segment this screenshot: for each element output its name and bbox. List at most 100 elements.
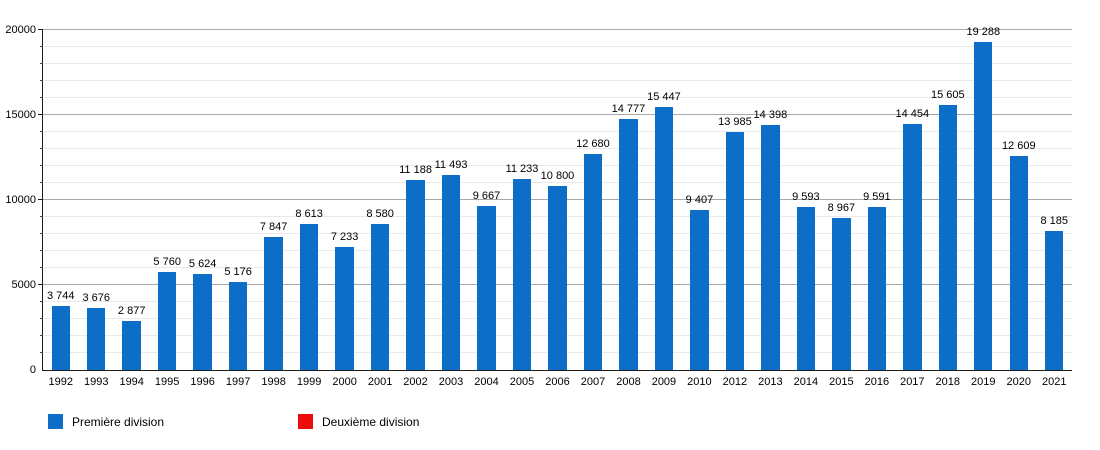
y-axis-tick — [40, 352, 43, 353]
bar-slot: 14 777 2008 — [611, 30, 646, 388]
x-tick-label: 2009 — [651, 376, 677, 388]
y-tick-label: 0 — [29, 364, 36, 376]
bar-value-label: 8 613 — [295, 207, 323, 220]
bar-slot: 19 288 2019 — [966, 26, 1001, 388]
x-tick-label: 2018 — [935, 376, 961, 388]
x-tick-label: 2013 — [758, 376, 783, 388]
bar-value-label: 9 593 — [792, 190, 820, 203]
y-axis-tick — [40, 216, 43, 217]
bar-slot: 5 760 1995 — [149, 30, 184, 388]
bar-1997 — [228, 282, 248, 370]
bar-value-label: 9 407 — [685, 194, 714, 207]
bar-1996 — [193, 274, 212, 370]
bar-value-label: 19 288 — [966, 26, 1001, 39]
x-tick-label: 1999 — [296, 376, 322, 388]
y-axis-tick — [38, 29, 43, 30]
y-axis-tick — [40, 233, 43, 234]
x-tick-label: 2010 — [687, 376, 712, 388]
bar-value-label: 15 605 — [930, 88, 965, 101]
bar-slot: 5 624 1996 — [185, 30, 220, 388]
x-tick-label: 1996 — [190, 376, 215, 388]
x-tick-label: 2015 — [829, 376, 854, 388]
bar-2001 — [370, 224, 390, 370]
bar-slot: 12 680 2007 — [575, 30, 610, 388]
legend-label-premiere-division: Première division — [72, 414, 165, 429]
bar-value-label: 3 676 — [82, 291, 110, 304]
x-tick-label: 2001 — [367, 376, 393, 388]
x-tick-label: 2007 — [580, 376, 606, 388]
bar-value-label: 11 188 — [399, 163, 432, 176]
y-axis-tick — [40, 267, 43, 268]
y-axis-tick — [40, 46, 43, 47]
bar-2005 — [512, 179, 532, 370]
bar-value-label: 11 233 — [505, 163, 539, 176]
bar-1999 — [299, 223, 319, 370]
y-axis-tick — [40, 318, 43, 319]
y-tick-label: 20000 — [5, 24, 36, 36]
bar-value-label: 5 760 — [153, 256, 181, 269]
bar-value-label: 3 744 — [46, 290, 75, 303]
bar-slot: 9 593 2014 — [788, 30, 823, 388]
x-tick-label: 2006 — [545, 376, 570, 388]
bar-slot: 9 591 2016 — [859, 30, 894, 388]
bar-slot: 11 493 2003 — [433, 30, 468, 388]
bar-value-label: 8 967 — [827, 201, 856, 214]
bar-value-label: 8 580 — [366, 208, 394, 221]
x-tick-label: 1995 — [154, 376, 180, 388]
gridline-minor — [43, 97, 1072, 98]
bar-slot: 11 233 2005 — [504, 30, 539, 388]
gridline-minor — [43, 165, 1072, 166]
plot-area: 0 5000 10000 15000 20000 3 744 1992 3 676 1993 2 … — [5, 24, 1072, 388]
x-tick-label: 1998 — [261, 376, 286, 388]
gridline-minor — [43, 182, 1072, 183]
bar-slot: 9 407 2010 — [682, 30, 717, 388]
bar-1994 — [122, 321, 141, 370]
bar-value-label: 10 800 — [540, 170, 575, 183]
x-tick-label: 2016 — [864, 376, 890, 388]
bar-slot: 15 447 2009 — [646, 30, 681, 388]
x-tick-label: 2012 — [722, 376, 748, 388]
bar-value-label: 13 985 — [718, 116, 752, 129]
bar-2021 — [1045, 230, 1064, 370]
y-axis-tick — [40, 165, 43, 166]
y-axis-tick — [38, 114, 43, 115]
bar-2014 — [796, 206, 816, 370]
x-tick-label: 2002 — [403, 376, 428, 388]
x-tick-label: 2003 — [438, 376, 464, 388]
bar-slot: 9 667 2004 — [469, 30, 504, 388]
y-tick-label: 15000 — [5, 109, 36, 121]
bar-slot: 15 605 2018 — [930, 30, 965, 388]
y-tick-label: 10000 — [5, 194, 36, 206]
bar-2002 — [406, 179, 425, 370]
x-tick-label: 1994 — [119, 376, 144, 388]
bar-2020 — [1009, 155, 1028, 370]
y-axis-tick — [40, 301, 43, 302]
bar-slot: 7 233 2000 — [327, 30, 362, 388]
x-tick-label: 1997 — [225, 376, 251, 388]
bar-value-label: 2 877 — [117, 305, 146, 318]
bar-value-label: 5 624 — [188, 258, 217, 271]
bar-slot: 13 985 2012 — [717, 30, 752, 388]
bar-2015 — [832, 217, 851, 370]
x-tick-label: 2004 — [474, 376, 499, 388]
gridline-minor — [43, 80, 1072, 81]
y-axis-tick — [40, 182, 43, 183]
bar-slot: 3 676 1993 — [78, 30, 113, 388]
bar-slot: 11 188 2002 — [398, 30, 433, 388]
bar-slot: 8 185 2021 — [1037, 30, 1072, 388]
bar-slot: 8 613 1999 — [291, 30, 326, 388]
gridline-major — [43, 29, 1072, 30]
bar-2017 — [903, 124, 922, 370]
bar-value-label: 14 454 — [895, 108, 930, 121]
bar-2012 — [725, 132, 745, 370]
bar-value-label: 9 667 — [472, 189, 501, 202]
bar-slot: 14 454 2017 — [895, 30, 930, 388]
bar-1998 — [264, 236, 283, 370]
bar-2018 — [938, 104, 957, 370]
y-axis-tick — [40, 250, 43, 251]
y-axis-tick — [40, 97, 43, 98]
gridline-minor — [43, 63, 1072, 64]
bar-slot: 10 800 2006 — [540, 30, 575, 388]
bar-2007 — [583, 154, 603, 370]
